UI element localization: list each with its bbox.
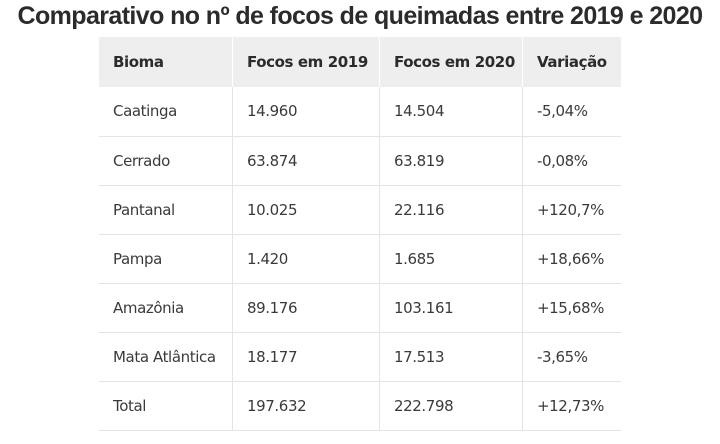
variacao-cell: -3,65% (522, 332, 621, 382)
comparison-table: Bioma Focos em 2019 Focos em 2020 Variaç… (99, 37, 621, 431)
focos-2019-cell: 18.177 (232, 332, 380, 382)
focos-2019-cell: 63.874 (232, 136, 380, 186)
variacao-cell: -5,04% (522, 87, 621, 137)
focos-2020-cell: 14.504 (379, 87, 523, 137)
focos-2020-cell: 103.161 (379, 283, 523, 333)
variacao-cell: +15,68% (522, 283, 621, 333)
bioma-cell: Pampa (99, 234, 233, 284)
variacao-cell: +120,7% (522, 185, 621, 235)
focos-2019-cell: 197.632 (232, 381, 380, 431)
variacao-cell: +12,73% (522, 381, 621, 431)
table-row: Mata Atlântica 18.177 17.513 -3,65% (99, 332, 621, 382)
table-row: Caatinga 14.960 14.504 -5,04% (99, 87, 621, 137)
focos-2020-cell: 17.513 (379, 332, 523, 382)
bioma-cell: Caatinga (99, 87, 233, 137)
focos-2019-cell: 1.420 (232, 234, 380, 284)
bioma-cell: Cerrado (99, 136, 233, 186)
focos-2019-cell: 14.960 (232, 87, 380, 137)
header-variacao: Variação (537, 53, 607, 71)
table-row: Cerrado 63.874 63.819 -0,08% (99, 136, 621, 186)
header-bioma: Bioma (99, 37, 233, 87)
focos-2020-cell: 222.798 (379, 381, 523, 431)
bioma-cell: Amazônia (99, 283, 233, 333)
table-row: Pantanal 10.025 22.116 +120,7% (99, 185, 621, 235)
table-row: Total 197.632 222.798 +12,73% (99, 381, 621, 431)
focos-2020-cell: 63.819 (379, 136, 523, 186)
focos-2019-cell: 10.025 (232, 185, 380, 235)
variacao-cell: +18,66% (522, 234, 621, 284)
variacao-cell: -0,08% (522, 136, 621, 186)
table-row: Pampa 1.420 1.685 +18,66% (99, 234, 621, 284)
focos-2020-cell: 1.685 (379, 234, 523, 284)
table-header-row: Bioma Focos em 2019 Focos em 2020 Variaç… (99, 37, 621, 87)
focos-2020-cell: 22.116 (379, 185, 523, 235)
focos-2019-cell: 89.176 (232, 283, 380, 333)
bioma-cell: Total (99, 381, 233, 431)
header-focos-2019: Focos em 2019 (232, 37, 380, 87)
header-focos-2020: Focos em 2020 (379, 37, 523, 87)
page-title: Comparativo no nº de focos de queimadas … (17, 2, 704, 30)
bioma-cell: Pantanal (99, 185, 233, 235)
table-row: Amazônia 89.176 103.161 +15,68% (99, 283, 621, 333)
bioma-cell: Mata Atlântica (99, 332, 233, 382)
